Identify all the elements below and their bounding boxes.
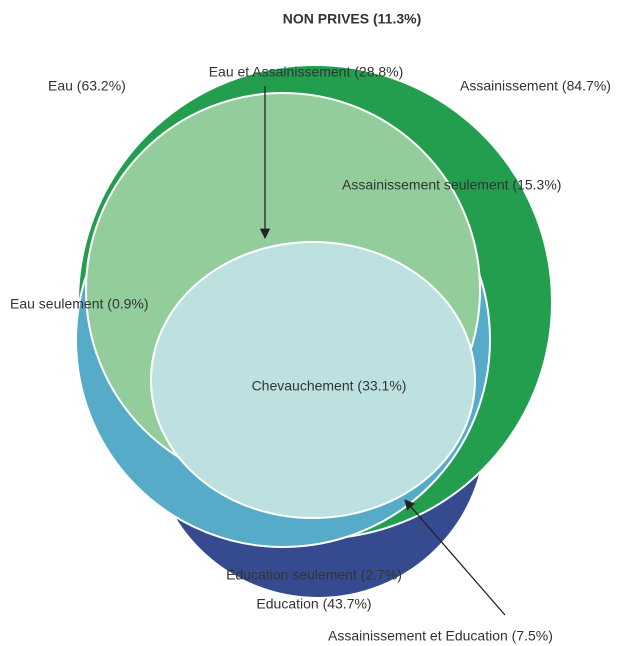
- chevauchement-ellipse: [150, 241, 476, 519]
- arrow: [404, 499, 506, 616]
- label: Eau (63.2%): [48, 78, 126, 94]
- label: Assainissement seulement (15.3%): [342, 177, 561, 193]
- title: NON PRIVES (11.3%): [283, 11, 422, 27]
- label: Eau et Assainissement (28.8%): [209, 64, 404, 80]
- label: Chevauchement (33.1%): [252, 378, 407, 394]
- label: Eau seulement (0.9%): [10, 296, 149, 312]
- label: Assainissement et Education (7.5%): [328, 628, 553, 644]
- label: Education seulement (2.7%): [226, 567, 402, 583]
- label: Education (43.7%): [256, 596, 371, 612]
- label: Assainissement (84.7%): [460, 78, 611, 94]
